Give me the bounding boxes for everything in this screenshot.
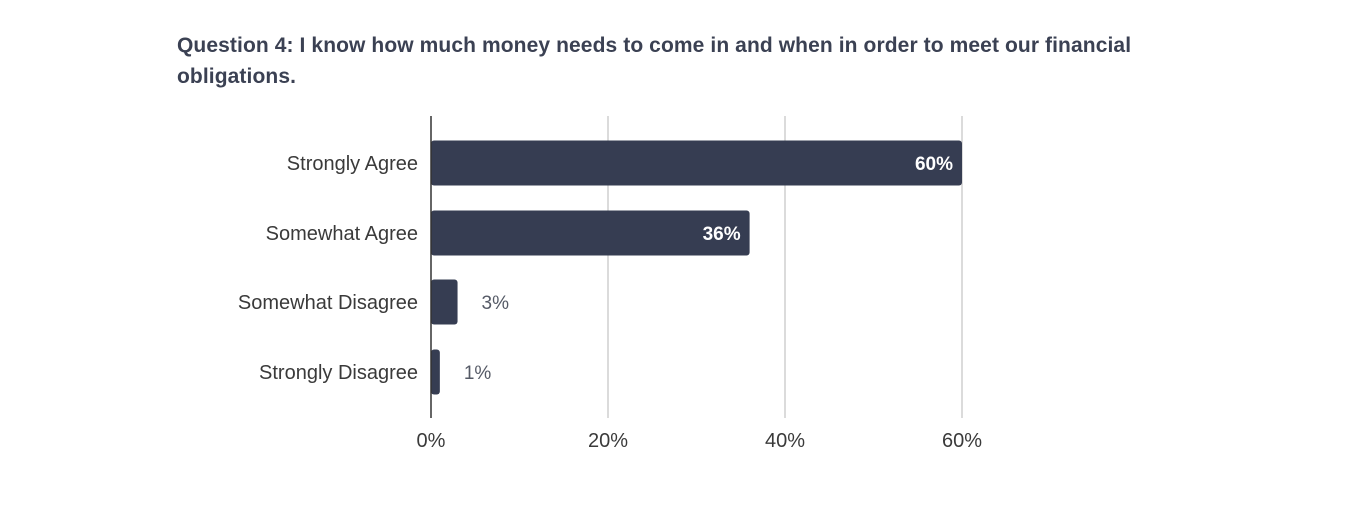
data-label: 60% [915, 154, 953, 175]
chart-title: Question 4: I know how much money needs … [177, 34, 1132, 88]
data-labels: 60% 36% 3% 1% [464, 154, 953, 384]
category-label: Strongly Agree [287, 153, 418, 175]
bar [431, 140, 962, 186]
bar [431, 210, 750, 256]
data-label: 36% [703, 224, 741, 245]
bar [431, 349, 440, 395]
data-label: 3% [482, 293, 510, 314]
x-tick-label: 60% [942, 430, 982, 452]
x-tick-label: 40% [765, 430, 805, 452]
data-label: 1% [464, 363, 492, 384]
category-labels: Strongly Agree Somewhat Agree Somewhat Dis… [238, 153, 418, 384]
bar [431, 279, 458, 325]
x-tick-labels: 0% 20% 40% 60% [417, 430, 983, 452]
x-tick-label: 0% [417, 430, 446, 452]
category-label: Somewhat Agree [266, 223, 418, 245]
category-label: Somewhat Disagree [238, 292, 418, 314]
category-label: Strongly Disagree [259, 362, 418, 384]
x-tick-label: 20% [588, 430, 628, 452]
bars [431, 140, 962, 395]
